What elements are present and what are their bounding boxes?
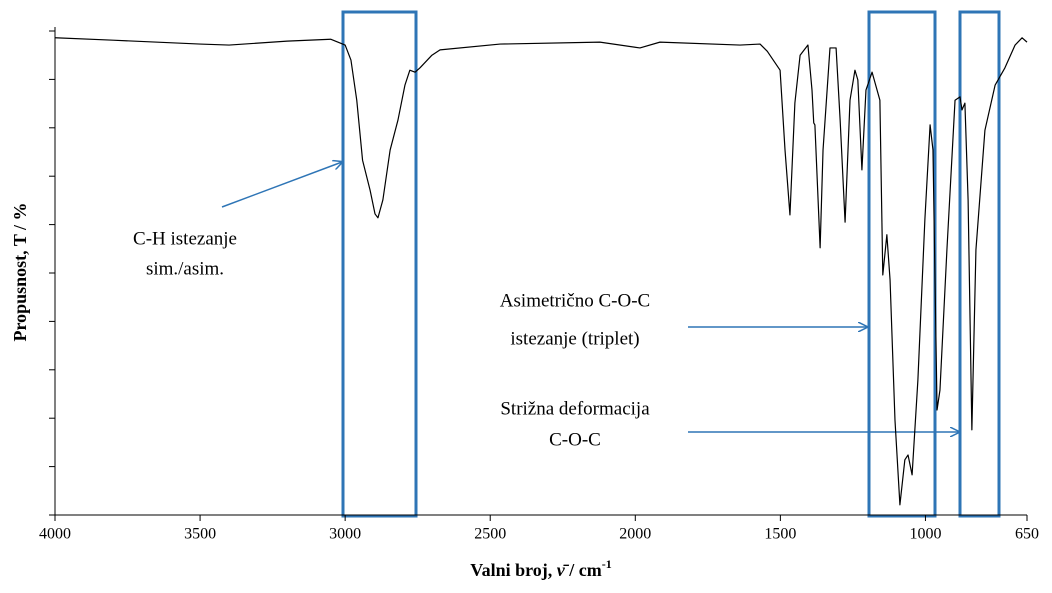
region-box [958,10,1001,518]
x-tick-label: 1000 [909,526,941,543]
arrow [221,162,342,208]
annotation: istezanje (triplet) [510,328,639,349]
x-axis-title-sup: -1 [602,557,612,571]
region-boxes [341,10,1001,518]
x-tick-label: 2000 [619,526,651,543]
x-tick-label: 4000 [39,526,71,543]
region-box [867,10,937,518]
x-tick-label: 1500 [764,526,796,543]
x-axis-title: Valni broj, ν̄ / cm-1 [470,557,612,580]
arrows [221,162,959,432]
x-axis-title-text: Valni broj, [470,560,557,580]
annotation: Asimetrično C-O-C [500,290,650,311]
x-axis-title-unit: / cm [565,560,602,580]
x-tick-label: 650 [1015,526,1039,543]
x-tick-label: 3000 [329,526,361,543]
y-axis-title: Propusnost, T / % [10,202,30,341]
annotation: Strižna deformacija [500,398,650,419]
annotation: C-H istezanje [133,228,237,249]
spectrum-line [54,37,1028,506]
region-box [341,10,418,518]
annotation: sim./asim. [146,258,224,279]
x-tick-label: 2500 [474,526,506,543]
annotation: C-O-C [549,429,601,450]
x-tick-label: 3500 [184,526,216,543]
